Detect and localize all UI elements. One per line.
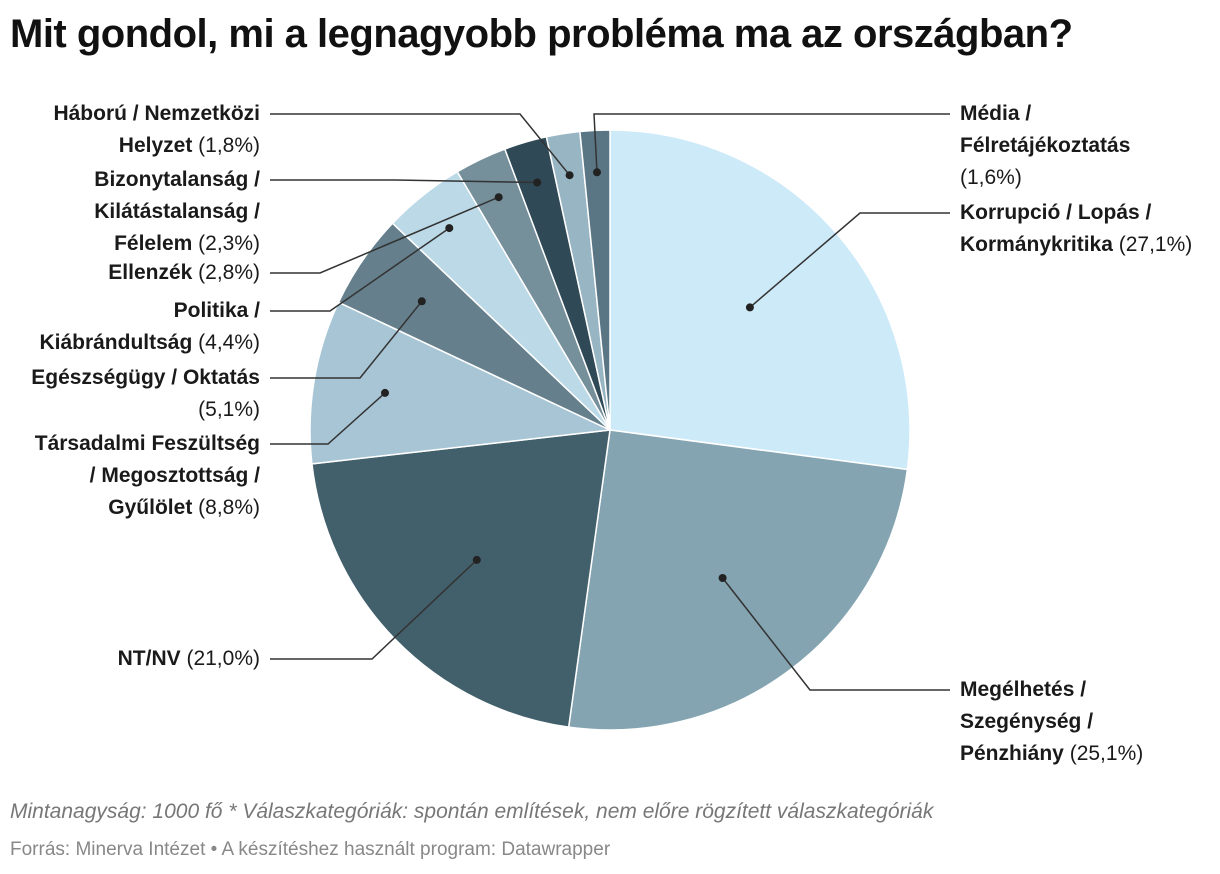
leader-dot-egeszsegugy-oktatas [417,297,426,306]
slice-label-name: Média / [960,102,1032,125]
slice-label-name: Pénzhiány [960,742,1064,765]
leader-dot-nt-nv [472,555,481,564]
leader-line-egeszsegugy-oktatas [270,300,423,379]
slice-label-name: Háború / Nemzetközi [53,102,260,125]
leader-line-ellenzek [270,196,499,274]
leader-dot-megelhetes-szegenyseg-penzhiany [718,574,727,582]
leader-dot-haboru-nemzetkozi-helyzet [565,171,574,180]
leader-dot-media-felretajekoztatas [593,168,601,177]
slice-label-value: (27,1%) [1112,233,1193,256]
chart-title: Mit gondol, mi a legnagyobb probléma ma … [10,12,1073,56]
slice-label-egeszsegugy-oktatas: Egészségügy / Oktatás (5,1%) [0,362,260,426]
slice-label-name: Politika / [173,299,260,322]
slice-label-politika-kiabrandultsag: Politika / Kiábrándultság (4,4%) [39,295,260,359]
slice-label-value: (4,4%) [192,331,260,354]
slice-label-value: (8,8%) [192,496,260,519]
slice-label-name: Ellenzék [108,261,193,284]
leader-line-haboru-nemzetkozi-helyzet [270,113,571,176]
slice-label-nt-nv: NT/NV (21,0%) [118,643,260,675]
slice-label-tarsadalmi-feszultseg-megosztottsag-gyulolet: Társadalmi Feszültség / Megosztottság / Gy… [35,428,260,524]
leader-dot-bizonytalansag-kilatastalansag-felelem [533,178,542,187]
leader-line-tarsadalmi-feszultseg-megosztottsag-gyulolet [270,392,386,445]
slice-label-value: (21,0%) [180,647,260,670]
leader-dot-politika-kiabrandultsag [445,224,454,233]
slice-label-name: Bizonytalanság / [94,168,260,191]
slice-label-media-felretajekoztatas: Média / Félretájékoztatás (1,6%) [960,98,1130,194]
leader-line-politika-kiabrandultsag [270,227,450,312]
slice-label-value: (1,6%) [960,166,1022,189]
pie-slice-megelhetes-szegenyseg-penzhiany [567,429,909,731]
pie-slice-korrupcio-lopas-kormanykritika [609,129,911,471]
pie-slice-nt-nv [311,429,611,728]
slice-label-value: (5,1%) [198,398,260,421]
slice-label-name: Kormánykritika [960,233,1113,256]
slice-label-name: Félelem [114,232,193,255]
slice-label-name: Korrupció / Lopás / [960,201,1152,224]
slice-label-name: / Megosztottság / [89,464,260,487]
slice-label-name: Szegénység / [960,710,1094,733]
leader-line-megelhetes-szegenyseg-penzhiany [722,577,950,691]
leader-dot-tarsadalmi-feszultseg-megosztottsag-gyulolet [381,388,389,397]
slice-label-name: Helyzet [118,134,193,157]
slice-label-megelhetes-szegenyseg-penzhiany: Megélhetés / Szegénység / Pénzhiány (25,1%… [960,674,1143,770]
slice-label-bizonytalansag-kilatastalansag-felelem: Bizonytalanság / Kilátástalanság / Félelem… [94,164,260,260]
slice-label-name: Félretájékoztatás [960,134,1131,157]
footnote: Mintanagyság: 1000 fő * Válaszkategóriák… [10,800,934,823]
slice-label-name: NT/NV [117,647,181,670]
leader-line-bizonytalansag-kilatastalansag-felelem [270,179,538,184]
leader-dot-ellenzek [494,193,503,202]
slice-label-name: Megélhetés / [960,678,1087,701]
slice-label-value: (1,8%) [192,134,260,157]
slice-label-name: Gyűlölet [108,496,193,519]
source-credit: Forrás: Minerva Intézet • A készítéshez … [10,839,611,860]
slice-label-value: (25,1%) [1063,742,1144,765]
slice-label-value: (2,8%) [192,261,260,284]
pie-slice-tarsadalmi-feszultseg-megosztottsag-gyulolet [309,301,613,465]
slice-label-value: (2,3%) [192,232,260,255]
slice-label-name: Egészségügy / Oktatás [31,366,260,389]
slice-label-name: Kilátástalanság / [94,200,260,223]
slice-label-korrupcio-lopas-kormanykritika: Korrupció / Lopás / Kormánykritika (27,1%… [960,197,1192,261]
leader-line-nt-nv [270,559,478,660]
slice-label-ellenzek: Ellenzék (2,8%) [108,257,260,289]
leader-line-korrupcio-lopas-kormanykritika [749,212,950,308]
slice-label-name: Társadalmi Feszültség [34,432,260,455]
leader-dot-korrupcio-lopas-kormanykritika [745,303,754,312]
slice-label-name: Kiábrándultság [39,331,193,354]
leader-line-media-felretajekoztatas [593,113,950,173]
slice-label-haboru-nemzetkozi-helyzet: Háború / Nemzetközi Helyzet (1,8%) [53,98,260,162]
